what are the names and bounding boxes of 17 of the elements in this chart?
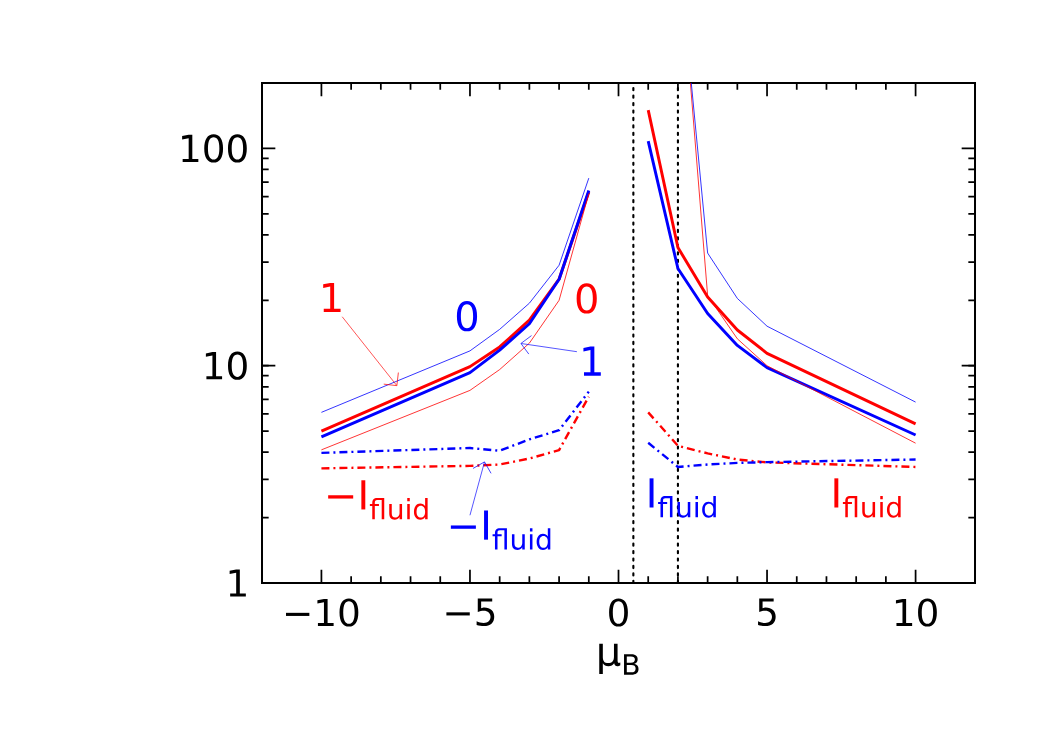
y-tick-label: 1	[229, 569, 246, 597]
annotation: −I$_{fluid}$	[450, 510, 551, 550]
x-tick-label: 0	[609, 598, 628, 627]
x-tick-label: −5	[446, 598, 495, 627]
annotation: 0	[456, 301, 478, 332]
x-tick-label: −10	[285, 598, 359, 627]
annotation: −I$_{fluid}$	[328, 480, 428, 520]
y-tick-label: 100	[182, 134, 247, 163]
annotation: 1	[323, 282, 341, 313]
annotation: 0	[576, 283, 597, 314]
y-tick-label: 10	[205, 351, 247, 380]
x-tick-label: 10	[895, 598, 937, 627]
annotation: I$_{fluid}$	[649, 478, 716, 518]
x-tick-label: 5	[758, 598, 776, 627]
annotation: I$_{fluid}$	[834, 478, 901, 518]
annotation: 1	[583, 346, 601, 376]
x-axis-title: μ$_{B}$	[599, 643, 639, 675]
